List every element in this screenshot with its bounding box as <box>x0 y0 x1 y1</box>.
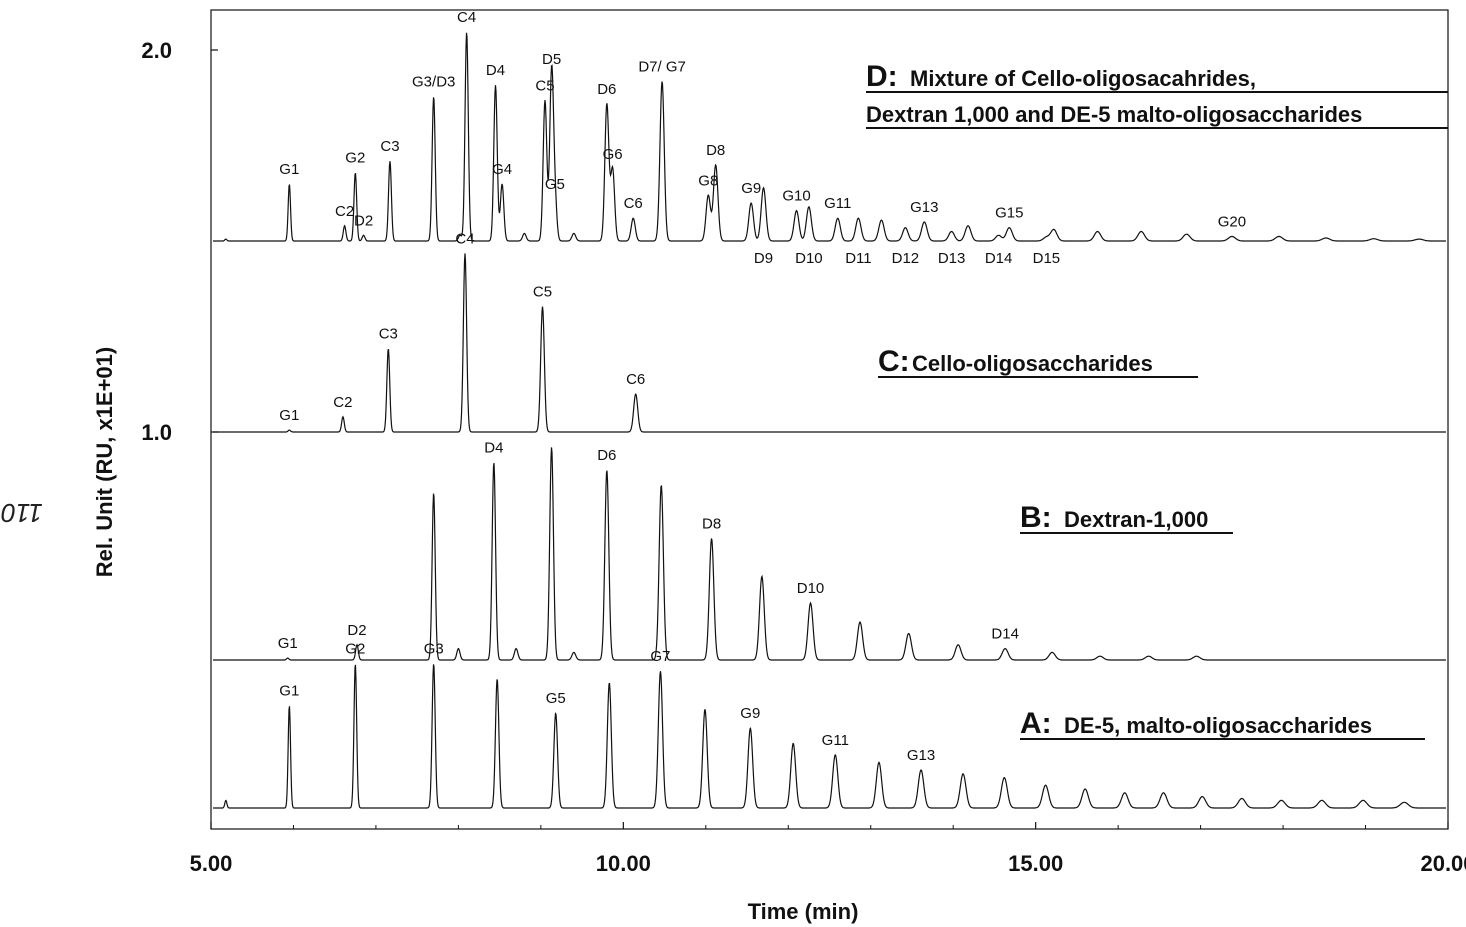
peak-label-d-4: D2 <box>354 212 373 229</box>
peak-label-d-5: C3 <box>380 138 399 155</box>
peak-label-b-0: G1 <box>278 635 298 652</box>
plot-frame <box>210 9 1449 830</box>
peak-label-c-4: C5 <box>533 284 552 301</box>
peak-label-d-13: D5 <box>542 51 561 68</box>
x-tick-label-2: 15.00 <box>1008 851 1063 876</box>
peak-label-b-12: D10 <box>797 580 825 597</box>
peak-label-d-25: D10 <box>795 250 823 267</box>
side-page-number: 110 <box>1 498 43 528</box>
peak-label-d-8: C4 <box>457 9 476 26</box>
panel-title-line2-d: Dextran 1,000 and DE-5 malto-oligosaccha… <box>866 102 1362 127</box>
peak-label-d-16: D6 <box>597 81 616 98</box>
peak-label-a-9: G9 <box>740 705 760 722</box>
peak-label-d-17: G6 <box>603 146 623 163</box>
peak-label-d-35: D15 <box>1033 250 1061 267</box>
peak-label-d-26: G11 <box>824 195 851 212</box>
peak-label-layer: G1 G2 G3 G5 G7 G9 G11 G13 G1 D2 D4 D6 D8 D10 D14 G1 C2 C3… <box>278 9 1246 764</box>
panel-title-d: Mixture of Cello-oligosacahrides, <box>910 66 1256 91</box>
x-tick-label-1: 10.00 <box>596 851 651 876</box>
peak-label-c-2: C3 <box>379 325 398 342</box>
peak-label-d-9: D4 <box>486 62 505 79</box>
peak-label-b-16: D14 <box>991 626 1019 643</box>
peak-label-d-14: G5 <box>545 176 565 193</box>
y-axis-title: Rel. Unit (RU, x1E+01) <box>92 347 117 577</box>
trace-a <box>213 664 1446 809</box>
peak-label-d-20: G8 <box>698 172 718 189</box>
panel-letter-c: C: <box>878 345 910 378</box>
peak-label-a-1: G1 <box>279 682 299 699</box>
peak-label-b-4: D4 <box>484 439 503 456</box>
panel-letter-d: D: <box>866 60 898 93</box>
panel-title-layer: A: DE-5, malto-oligosaccharides B: Dextran-… <box>866 60 1448 740</box>
peak-label-d-10: G4 <box>492 161 512 178</box>
peak-label-c-0: G1 <box>279 407 299 424</box>
peak-label-d-31: D13 <box>938 250 966 267</box>
panel-title-a: DE-5, malto-oligosaccharides <box>1064 713 1372 738</box>
peak-label-d-34: G15 <box>995 205 1023 222</box>
peak-label-d-27: D11 <box>845 250 871 267</box>
peak-label-d-33: D14 <box>985 250 1013 267</box>
x-tick-label-3: 20.00 <box>1420 851 1466 876</box>
peak-label-c-5: C6 <box>626 371 645 388</box>
x-axis-title: Time (min) <box>748 899 859 924</box>
panel-letter-b: B: <box>1020 501 1052 534</box>
peak-label-d-18: C6 <box>624 195 643 212</box>
peak-label-c-3: C4 <box>455 230 474 247</box>
peak-label-a-13: G13 <box>907 747 935 764</box>
peak-label-d-23: D9 <box>754 250 773 267</box>
peak-label-a-5: G5 <box>546 690 566 707</box>
peak-label-d-24: G10 <box>782 188 810 205</box>
peak-label-b-8: D6 <box>597 447 616 464</box>
peak-label-d-6: G3/D3 <box>412 74 455 91</box>
y-tick-label-1: 2.0 <box>141 38 172 63</box>
trace-d <box>213 32 1446 242</box>
trace-c <box>213 253 1446 433</box>
peak-label-a-7: G7 <box>650 648 670 665</box>
peak-label-d-1: G1 <box>279 161 299 178</box>
panel-letter-a: A: <box>1020 707 1052 740</box>
panel-title-b: Dextran-1,000 <box>1064 507 1208 532</box>
trace-layer <box>213 32 1446 809</box>
tick-layer: 5.00 10.00 15.00 20.00 1.0 2.0 <box>141 38 1466 876</box>
x-tick-label-0: 5.00 <box>190 851 233 876</box>
peak-label-d-22: G9 <box>741 180 761 197</box>
trace-b <box>213 447 1446 661</box>
peak-label-b-10: D8 <box>702 515 721 532</box>
peak-label-a-11: G11 <box>822 732 849 749</box>
peak-label-d-40: G20 <box>1218 213 1246 230</box>
peak-label-a-3: G3 <box>424 641 444 658</box>
peak-label-d-29: D12 <box>892 250 920 267</box>
peak-label-d-2: C2 <box>335 203 354 220</box>
y-tick-label-0: 1.0 <box>141 420 172 445</box>
peak-label-a-2: G2 <box>345 641 365 658</box>
peak-label-d-30: G13 <box>910 199 938 216</box>
peak-label-d-3: G2 <box>345 150 365 167</box>
peak-label-d-21: D8 <box>706 142 725 159</box>
peak-label-b-1: D2 <box>347 622 366 639</box>
peak-label-d-12: C5 <box>535 77 554 94</box>
peak-label-c-1: C2 <box>333 394 352 411</box>
panel-title-c: Cello-oligosaccharides <box>912 351 1153 376</box>
peak-label-d-19: D7/ G7 <box>638 58 686 75</box>
